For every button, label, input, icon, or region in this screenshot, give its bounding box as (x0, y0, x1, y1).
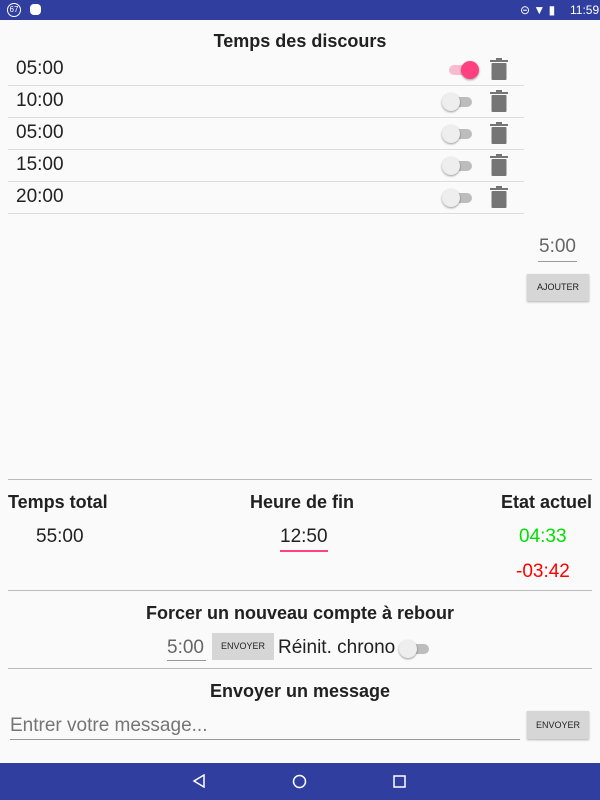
speech-row: 10:00 (8, 86, 524, 118)
status-icons: ⊝ ▼ ▮ (520, 3, 556, 17)
navigation-bar (0, 763, 600, 800)
speech-row: 05:00 (8, 54, 524, 86)
force-time-input[interactable]: 5:00 (167, 637, 206, 661)
trash-icon[interactable] (490, 122, 508, 144)
speech-row: 15:00 (8, 150, 524, 182)
end-time-input[interactable]: 12:50 (280, 526, 328, 552)
back-icon[interactable] (192, 774, 206, 788)
status-bar: 67 ⊝ ▼ ▮ 11:59 (0, 0, 600, 20)
state-label: Etat actuel (500, 492, 592, 512)
speech-time: 05:00 (16, 58, 64, 79)
force-send-button[interactable]: ENVOYER (212, 633, 274, 660)
speech-time: 20:00 (16, 186, 64, 207)
speech-toggle[interactable] (442, 157, 472, 175)
speech-toggle[interactable] (442, 93, 472, 111)
speeches-title: Temps des discours (213, 31, 387, 51)
speech-time: 05:00 (16, 122, 64, 143)
android-icon (30, 4, 41, 15)
speech-toggle[interactable] (449, 61, 479, 79)
speech-time: 15:00 (16, 154, 64, 175)
end-label: Heure de fin (250, 492, 355, 512)
trash-icon[interactable] (490, 90, 508, 112)
speech-toggle[interactable] (442, 189, 472, 207)
trash-icon[interactable] (490, 186, 508, 208)
add-button[interactable]: AJOUTER (527, 274, 589, 301)
new-time-input[interactable]: 5:00 (538, 236, 577, 262)
speech-toggle[interactable] (442, 125, 472, 143)
notification-badge: 67 (7, 3, 21, 17)
speech-time: 10:00 (16, 90, 64, 111)
overtime-value: -03:42 (516, 561, 570, 582)
clock: 11:59 (570, 3, 600, 17)
state-value: 04:33 (519, 526, 567, 547)
message-title: Envoyer un message (209, 681, 391, 701)
home-icon[interactable] (292, 774, 307, 789)
recents-icon[interactable] (393, 775, 406, 788)
force-title: Forcer un nouveau compte à rebour (145, 603, 455, 623)
total-label: Temps total (8, 492, 108, 512)
reset-toggle[interactable] (399, 640, 429, 658)
total-value: 55:00 (36, 526, 84, 547)
speech-row: 20:00 (8, 182, 524, 214)
trash-icon[interactable] (490, 154, 508, 176)
reset-label: Réinit. chrono (278, 637, 396, 658)
trash-icon[interactable] (490, 58, 508, 80)
message-input[interactable] (10, 712, 520, 740)
speech-row: 05:00 (8, 118, 524, 150)
message-send-button[interactable]: ENVOYER (527, 711, 589, 739)
